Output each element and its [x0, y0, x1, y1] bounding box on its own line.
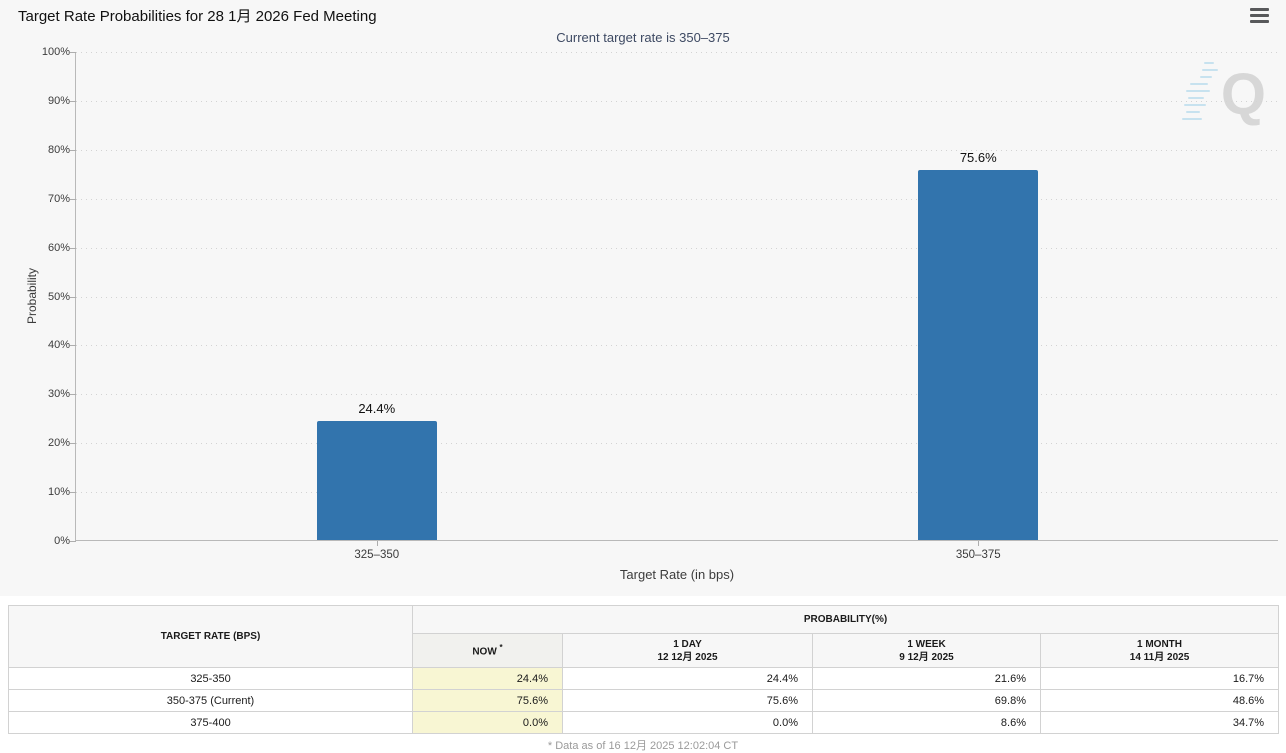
- target-rate-cell: 350-375 (Current): [8, 689, 413, 712]
- table-row: 350-375 (Current) 75.6% 75.6% 69.8% 48.6…: [8, 689, 1280, 712]
- gridline: [76, 101, 1278, 102]
- gridline: [76, 492, 1278, 493]
- hamburger-menu-icon[interactable]: [1250, 8, 1272, 25]
- chart-subtitle: Current target rate is 350–375: [556, 30, 730, 45]
- month-date: 14 11月 2025: [1129, 651, 1190, 663]
- y-axis-tick: [70, 443, 76, 444]
- y-axis-tick-label: 40%: [47, 339, 70, 351]
- probability-table: TARGET RATE (BPS) PROBABILITY(%) NOW * 1…: [8, 605, 1280, 734]
- hamburger-bar: [1250, 14, 1269, 17]
- hamburger-bar: [1250, 8, 1269, 11]
- y-axis-tick: [70, 101, 76, 102]
- now-probability-cell: 75.6%: [412, 689, 563, 712]
- day-probability-cell: 0.0%: [562, 711, 813, 734]
- y-axis-tick: [70, 297, 76, 298]
- gridline: [76, 150, 1278, 151]
- bar-value-label: 24.4%: [358, 401, 396, 416]
- probability-table-section: TARGET RATE (BPS) PROBABILITY(%) NOW * 1…: [8, 605, 1280, 753]
- y-axis-tick: [70, 492, 76, 493]
- y-axis-tick: [70, 345, 76, 346]
- table-row: 325-350 24.4% 24.4% 21.6% 16.7%: [8, 667, 1280, 690]
- hamburger-bar: [1250, 20, 1269, 23]
- gridline: [76, 52, 1278, 53]
- gridline: [76, 345, 1278, 346]
- y-axis-tick-label: 70%: [47, 193, 70, 205]
- now-footnote-marker: *: [499, 642, 503, 652]
- col-header-1month: 1 MONTH 14 11月 2025: [1039, 633, 1280, 668]
- week-probability-cell: 8.6%: [812, 711, 1041, 734]
- y-axis-tick-label: 100%: [41, 46, 70, 58]
- data-as-of-footnote: * Data as of 16 12月 2025 12:02:04 CT: [547, 740, 739, 752]
- now-probability-cell: 0.0%: [412, 711, 563, 734]
- month-probability-cell: 48.6%: [1039, 689, 1280, 712]
- day-label: 1 DAY: [673, 638, 702, 650]
- y-axis-tick-label: 10%: [47, 486, 70, 498]
- gridline: [76, 248, 1278, 249]
- gridline: [76, 394, 1278, 395]
- x-axis-tick-label: 325–350: [354, 549, 400, 561]
- col-header-now: NOW *: [412, 633, 563, 668]
- gridline: [76, 297, 1278, 298]
- y-axis-tick-label: 80%: [47, 144, 70, 156]
- month-label: 1 MONTH: [1137, 638, 1183, 650]
- day-date: 12 12月 2025: [657, 651, 718, 663]
- x-axis-title: Target Rate (in bps): [619, 567, 735, 582]
- y-axis-tick: [70, 199, 76, 200]
- month-probability-cell: 34.7%: [1039, 711, 1280, 734]
- week-label: 1 WEEK: [907, 638, 946, 650]
- month-probability-cell: 16.7%: [1039, 667, 1280, 690]
- col-header-target-rate: TARGET RATE (BPS): [8, 605, 413, 668]
- now-probability-cell: 24.4%: [412, 667, 563, 690]
- probability-bar[interactable]: [918, 170, 1039, 540]
- bar-value-label: 75.6%: [959, 150, 997, 165]
- y-axis-tick-label: 50%: [47, 291, 70, 303]
- y-axis-tick-label: 30%: [47, 388, 70, 400]
- day-probability-cell: 75.6%: [562, 689, 813, 712]
- y-axis-tick: [70, 150, 76, 151]
- y-axis-tick: [70, 248, 76, 249]
- x-axis-tick-label: 350–375: [955, 549, 1001, 561]
- col-header-1day: 1 DAY 12 12月 2025: [562, 633, 813, 668]
- bar-chart-plot-area: Probability Target Rate (in bps) 100% 90%…: [25, 46, 1278, 582]
- page-title: Target Rate Probabilities for 28 1月 2026…: [18, 8, 377, 25]
- target-rate-cell: 325-350: [8, 667, 413, 690]
- col-header-1week: 1 WEEK 9 12月 2025: [812, 633, 1041, 668]
- y-axis-tick-label: 90%: [47, 95, 70, 107]
- y-axis-tick: [70, 52, 76, 53]
- week-date: 9 12月 2025: [899, 651, 954, 663]
- x-axis-tick: [978, 541, 980, 546]
- week-probability-cell: 21.6%: [812, 667, 1041, 690]
- y-axis-tick-label: 20%: [47, 437, 70, 449]
- target-rate-cell: 375-400: [8, 711, 413, 734]
- now-label: NOW: [472, 646, 497, 658]
- fedwatch-chart-panel: Target Rate Probabilities for 28 1月 2026…: [18, 8, 1278, 582]
- y-axis-tick: [70, 541, 76, 542]
- gridline: [76, 199, 1278, 200]
- gridline: [76, 443, 1278, 444]
- col-header-probability: PROBABILITY(%): [411, 605, 1280, 634]
- y-axis-tick: [70, 394, 76, 395]
- week-probability-cell: 69.8%: [812, 689, 1041, 712]
- x-axis-tick: [376, 541, 378, 546]
- day-probability-cell: 24.4%: [562, 667, 813, 690]
- y-axis-tick-label: 60%: [47, 242, 70, 254]
- table-row: 375-400 0.0% 0.0% 8.6% 34.7%: [8, 711, 1280, 734]
- probability-bar[interactable]: [316, 421, 437, 540]
- y-axis-tick-label: 0%: [54, 535, 70, 547]
